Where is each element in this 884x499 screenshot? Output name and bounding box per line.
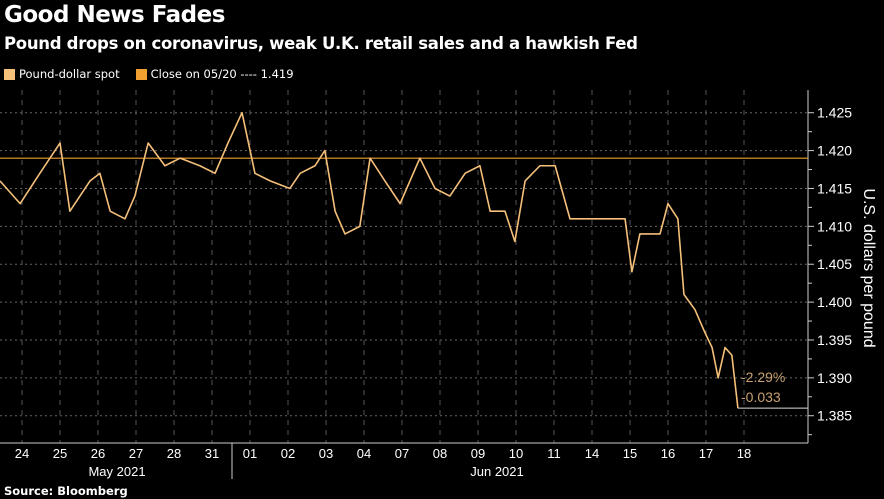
source-note: Source: Bloomberg xyxy=(4,484,128,498)
y-tick-label: 1.400 xyxy=(817,294,852,310)
y-tick-label: 1.410 xyxy=(817,218,852,234)
x-tick-label: 25 xyxy=(53,446,67,461)
x-tick-label: 28 xyxy=(167,446,181,461)
month-label: Jun 2021 xyxy=(470,464,524,479)
x-tick-label: 27 xyxy=(129,446,143,461)
chart-subtitle: Pound drops on coronavirus, weak U.K. re… xyxy=(4,34,638,53)
x-tick-label: 04 xyxy=(357,446,371,461)
x-tick-label: 18 xyxy=(737,446,751,461)
y-tick-label: 1.405 xyxy=(817,256,852,272)
x-tick-label: 15 xyxy=(623,446,637,461)
x-tick-label: 31 xyxy=(205,446,219,461)
legend-swatch-spot xyxy=(4,68,15,80)
y-axis-label: U.S. dollars per pound xyxy=(860,188,877,347)
x-tick-label: 16 xyxy=(661,446,675,461)
x-tick-label: 10 xyxy=(509,446,523,461)
x-tick-label: 02 xyxy=(281,446,295,461)
x-tick-label: 09 xyxy=(471,446,485,461)
x-tick-label: 03 xyxy=(319,446,333,461)
annotation-percent: -2.29% xyxy=(741,369,785,385)
x-tick-label: 24 xyxy=(15,446,29,461)
x-tick-label: 07 xyxy=(395,446,409,461)
legend: Pound-dollar spot Close on 05/20 ---- 1.… xyxy=(4,67,294,81)
y-tick-label: 1.415 xyxy=(817,180,852,196)
month-label: May 2021 xyxy=(88,464,145,479)
chart-title: Good News Fades xyxy=(4,2,225,28)
legend-swatch-close xyxy=(135,68,147,80)
x-tick-label: 08 xyxy=(433,446,447,461)
y-tick-label: 1.385 xyxy=(817,408,852,424)
spot-line xyxy=(0,111,739,409)
annotation-change: -0.033 xyxy=(741,389,781,405)
y-tick-label: 1.395 xyxy=(817,332,852,348)
x-tick-label: 01 xyxy=(243,446,257,461)
y-tick-label: 1.425 xyxy=(817,105,852,121)
x-tick-label: 17 xyxy=(699,446,713,461)
legend-label-close: Close on 05/20 ---- 1.419 xyxy=(150,67,294,81)
legend-label-spot: Pound-dollar spot xyxy=(19,67,120,81)
x-tick-label: 14 xyxy=(585,446,599,461)
x-tick-label: 26 xyxy=(91,446,105,461)
y-tick-label: 1.420 xyxy=(817,143,852,159)
y-tick-label: 1.390 xyxy=(817,370,852,386)
x-tick-label: 11 xyxy=(547,446,561,461)
